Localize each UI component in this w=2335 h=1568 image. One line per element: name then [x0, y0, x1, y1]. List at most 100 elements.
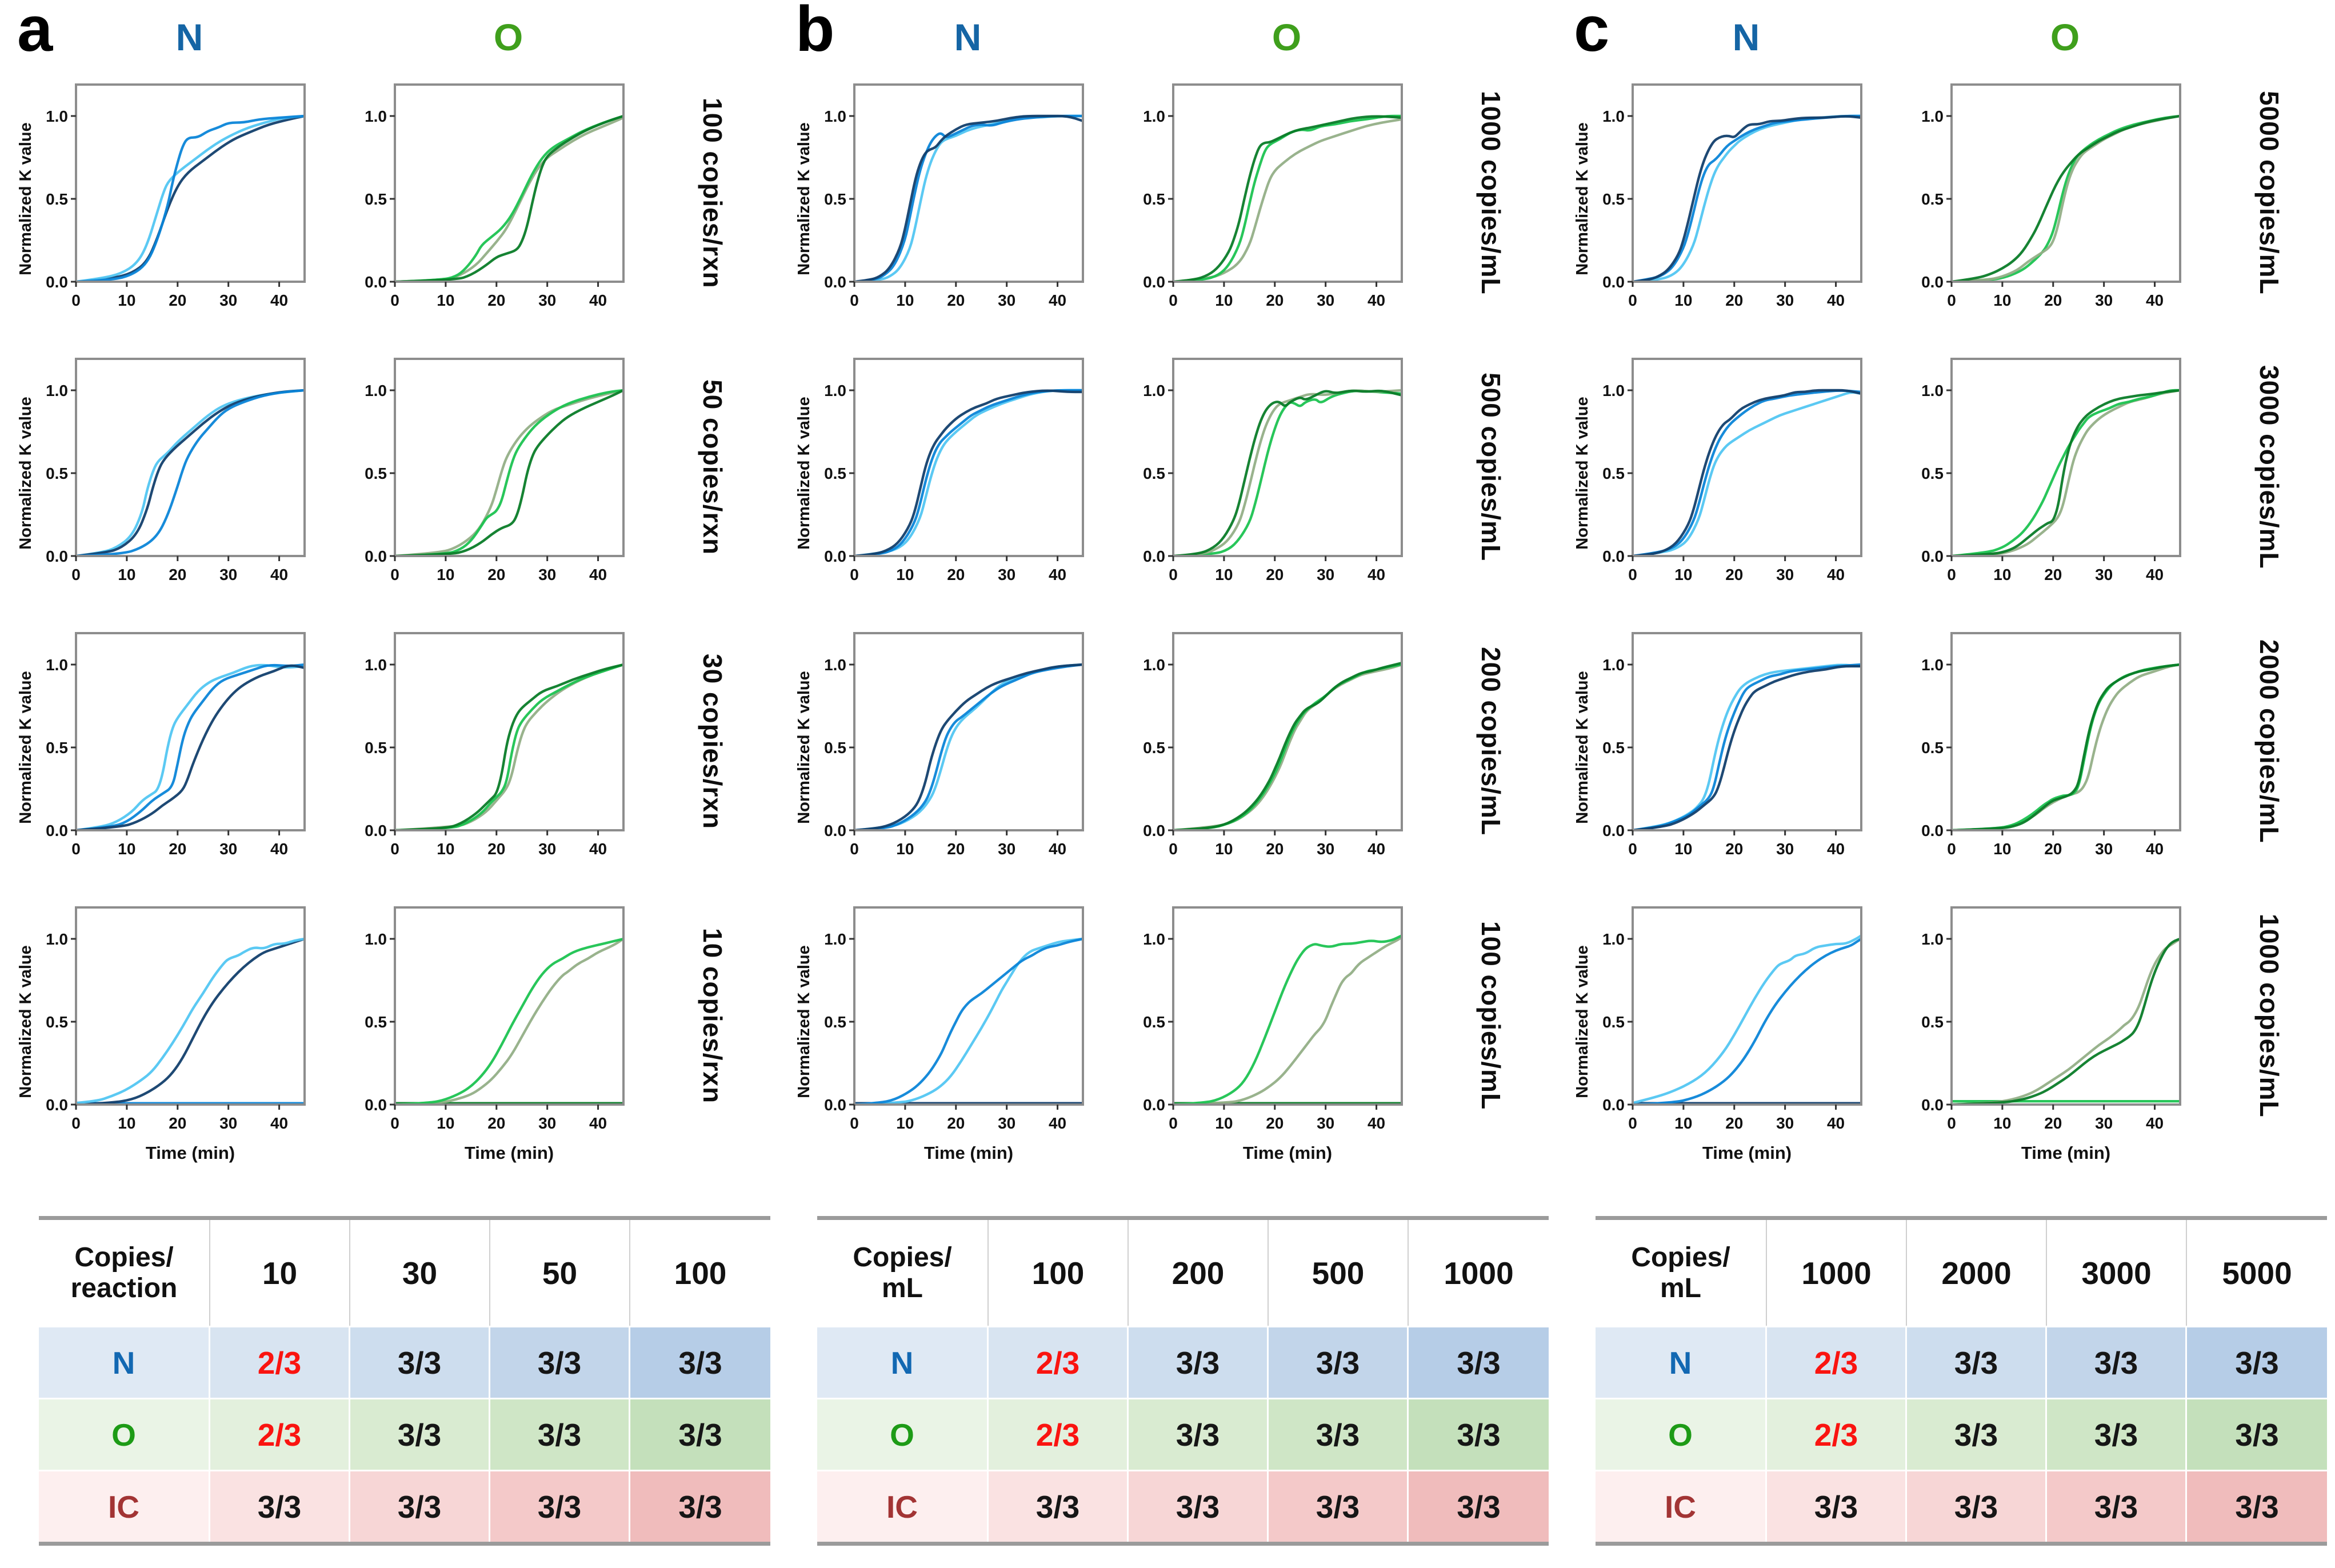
curves-group — [1634, 663, 1860, 829]
x-tick-label: 0 — [1947, 840, 1956, 858]
y-tick-label: 0.0 — [824, 822, 846, 839]
x-tick-label: 10 — [437, 1114, 454, 1132]
table-cell: 2/3 — [989, 1398, 1129, 1470]
table-cell: 3/3 — [1129, 1398, 1269, 1470]
y-tick-label: 0.5 — [824, 465, 846, 482]
curve-b1 — [77, 664, 303, 829]
concentration-label: 10 copies/rxn — [670, 897, 755, 1134]
y-tick-label: 1.0 — [824, 930, 846, 948]
curve-b1 — [77, 938, 303, 1103]
x-tick-label: 0 — [390, 1114, 399, 1132]
curves-group — [1634, 389, 1860, 555]
table-cell: 3/3 — [2187, 1398, 2327, 1470]
y-tick-label: 1.0 — [1143, 930, 1165, 948]
x-tick-label: 20 — [1725, 291, 1743, 309]
x-tick-label: 10 — [437, 566, 454, 583]
curves-group — [1174, 114, 1401, 281]
y-axis-label: Normalized K value — [17, 397, 35, 550]
x-tick-label: 10 — [896, 840, 914, 858]
y-tick-label: 0.5 — [1602, 465, 1625, 482]
plot-frame — [75, 906, 306, 1106]
curve-b2 — [1634, 938, 1860, 1103]
table-row-label-N: N — [1596, 1326, 1767, 1398]
curves-group — [1174, 934, 1401, 1103]
y-tick-label: 0.5 — [824, 739, 846, 757]
x-tick-label: 40 — [270, 566, 288, 583]
concentration-label-text: 100 copies/mL — [1476, 921, 1506, 1110]
y-axis-label: Normalized K value — [17, 945, 35, 1098]
x-tick-label: 0 — [1628, 1114, 1637, 1132]
x-tick-label: 20 — [2044, 291, 2062, 309]
y-tick-label: 1.0 — [46, 107, 68, 125]
y-tick-label: 0.5 — [1921, 465, 1944, 482]
x-tick-label: 10 — [437, 291, 454, 309]
y-tick-label: 0.5 — [1921, 739, 1944, 757]
x-tick-label: 40 — [2146, 1114, 2164, 1132]
y-axis-label: Normalized K value — [1574, 671, 1592, 824]
table-cell: 3/3 — [1767, 1470, 1907, 1542]
curve-g2 — [1174, 389, 1401, 555]
x-tick-label: 20 — [169, 840, 186, 858]
table-header-col: 30 — [350, 1220, 490, 1326]
x-tick-label: 30 — [998, 566, 1015, 583]
concentration-label: 100 copies/mL — [1448, 897, 1534, 1134]
plot-frame — [853, 632, 1084, 831]
x-tick-label: 40 — [1827, 566, 1845, 583]
x-tick-label: 10 — [1674, 291, 1692, 309]
x-tick-label: 20 — [487, 291, 505, 309]
table-cell: 3/3 — [1409, 1326, 1549, 1398]
plot-frame — [1950, 906, 2181, 1106]
x-tick-label: 0 — [850, 1114, 859, 1132]
y-tick-label: 0.5 — [824, 1013, 846, 1031]
table-header-copies-top: Copies/ — [74, 1242, 174, 1273]
y-tick-label: 0.0 — [1602, 822, 1625, 839]
x-tick-label: 30 — [538, 1114, 556, 1132]
y-tick-label: 1.0 — [46, 382, 68, 399]
plot-frame — [75, 632, 306, 831]
y-axis-label: Normalized K value — [795, 122, 813, 275]
x-tick-label: 20 — [1266, 840, 1284, 858]
table-cell: 3/3 — [2047, 1398, 2187, 1470]
x-axis-label: Time (min) — [924, 1143, 1013, 1163]
table-row-label-IC: IC — [817, 1470, 989, 1542]
x-tick-label: 20 — [487, 840, 505, 858]
y-tick-label: 1.0 — [365, 656, 387, 674]
y-tick-label: 0.5 — [1921, 190, 1944, 208]
x-tick-label: 30 — [538, 566, 556, 583]
x-tick-label: 30 — [538, 291, 556, 309]
y-tick-label: 0.0 — [1602, 1096, 1625, 1114]
x-tick-label: 20 — [947, 840, 965, 858]
panel-b: b N O 0.0 0.5 1.0 0 10 20 30 40 Normalized K value 0… — [778, 0, 1557, 1546]
curve-b1 — [855, 114, 1082, 281]
concentration-label-text: 10 copies/rxn — [698, 927, 727, 1104]
table-cell: 3/3 — [490, 1398, 630, 1470]
subplot-a-row2-O: 0.0 0.5 1.0 0 10 20 30 40 — [365, 358, 625, 583]
table-header-copies-bottom: mL — [882, 1273, 923, 1303]
plot-frame — [1950, 632, 2181, 831]
concentration-label: 30 copies/rxn — [670, 623, 755, 860]
concentration-label-text: 1000 copies/mL — [1476, 91, 1506, 295]
x-tick-label: 20 — [169, 1114, 186, 1132]
panel-letter-b: b — [795, 0, 835, 65]
result-table-a: Copies/reaction 10 30 50 100 N 2/3 3/3 3/3 3/3 O 2/… — [39, 1216, 770, 1546]
x-tick-label: 10 — [1215, 840, 1233, 858]
table-cell: 3/3 — [1907, 1470, 2047, 1542]
curves-group — [1634, 114, 1860, 281]
y-tick-label: 0.5 — [1602, 190, 1625, 208]
x-tick-label: 30 — [2095, 566, 2113, 583]
curve-b1 — [1634, 115, 1860, 281]
concentration-label-text: 50 copies/rxn — [698, 379, 727, 555]
curve-g1 — [396, 389, 622, 555]
curves-group — [1953, 114, 2179, 281]
plot-frame — [75, 83, 306, 283]
curves-group — [77, 389, 303, 555]
table-header-col: 200 — [1129, 1220, 1269, 1326]
subplot-a-row1-N: 0.0 0.5 1.0 0 10 20 30 40 Normalized K value — [17, 83, 306, 309]
chart-row-4: 0.0 0.5 1.0 0 10 20 30 40 Normalized K value Time… — [1574, 897, 2312, 1170]
chart-row-3: 0.0 0.5 1.0 0 10 20 30 40 Normalized K value 0.0 0… — [795, 623, 1534, 897]
subplot-c-row3-O: 0.0 0.5 1.0 0 10 20 30 40 — [1921, 632, 2181, 858]
table-header-copies-bottom: reaction — [70, 1273, 178, 1303]
curves-group — [1953, 663, 2179, 829]
curve-g1 — [1174, 662, 1401, 829]
x-tick-label: 20 — [1266, 566, 1284, 583]
